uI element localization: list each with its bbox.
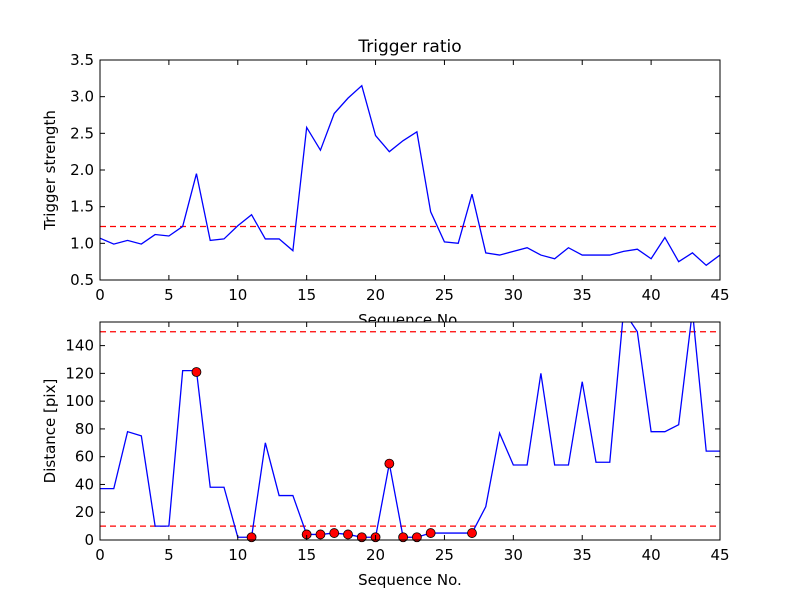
x-tick-label: 45 (710, 286, 729, 304)
x-tick-label: 25 (435, 546, 454, 564)
y-tick-label: 0.5 (70, 271, 94, 289)
y-tick-label: 2.5 (70, 124, 94, 142)
chart-title: Trigger ratio (357, 37, 461, 57)
y-tick-label: 2.0 (70, 161, 94, 179)
x-tick-label: 0 (95, 286, 105, 304)
data-point-marker (343, 529, 353, 540)
data-point-marker (315, 529, 326, 540)
series-line (100, 84, 720, 267)
x-tick-label: 30 (504, 286, 523, 304)
x-tick-label: 35 (573, 546, 592, 564)
data-point-marker (467, 528, 477, 538)
x-tick-label: 15 (297, 286, 316, 304)
y-tick-label: 140 (65, 337, 94, 355)
subplot-1: 0 5 10 15 20 25 30 35 40 45 0.5 1.0 1.5 2.0 2.5 3.0 3.5 T… (41, 37, 730, 329)
x-tick-label: 10 (228, 546, 247, 564)
x-tick-label: 5 (164, 546, 174, 564)
y-axis-label: Distance [pix] (41, 379, 59, 484)
y-tick-label: 120 (65, 364, 94, 382)
x-tick-label: 30 (504, 546, 523, 564)
y-tick-label: 60 (75, 448, 94, 466)
axes-frame (99, 321, 721, 541)
y-tick-label: 0 (84, 531, 94, 549)
data-point-marker (191, 367, 202, 377)
series-line (100, 322, 720, 538)
y-tick-label: 40 (75, 475, 94, 493)
x-tick-label: 45 (710, 546, 729, 564)
data-point-marker (425, 528, 436, 538)
x-tick-label: 10 (228, 286, 247, 304)
x-tick-label: 0 (95, 546, 105, 564)
y-tick-label: 1.5 (70, 198, 94, 216)
x-tick-label: 5 (164, 286, 174, 304)
x-tick-label: 20 (366, 286, 385, 304)
data-point-marker (384, 458, 395, 469)
data-point-marker (398, 532, 409, 543)
y-tick-label: 3.5 (70, 51, 94, 69)
y-tick-label: 80 (75, 420, 94, 438)
data-point-marker (329, 528, 340, 538)
x-tick-label: 25 (435, 286, 454, 304)
x-tick-label: 40 (642, 286, 661, 304)
x-axis-label: Sequence No. (358, 571, 462, 589)
y-tick-label: 1.0 (70, 234, 94, 252)
y-tick-label: 100 (65, 392, 94, 410)
y-axis-label: Trigger strength (41, 110, 59, 231)
data-point-marker (356, 532, 367, 543)
x-tick-label: 40 (642, 546, 661, 564)
data-point-marker (411, 532, 422, 543)
x-tick-label: 35 (573, 286, 592, 304)
y-tick-label: 3.0 (70, 88, 94, 106)
x-tick-label: 20 (366, 546, 385, 564)
x-tick-label: 15 (297, 546, 316, 564)
plot-area (100, 322, 720, 540)
subplot-2: 0 5 10 15 20 25 30 35 40 45 0 20 40 60 80 100 120 140 Sequ… (41, 321, 730, 589)
data-point-marker (246, 532, 257, 543)
plot-area (100, 60, 720, 280)
y-tick-label: 20 (75, 503, 94, 521)
